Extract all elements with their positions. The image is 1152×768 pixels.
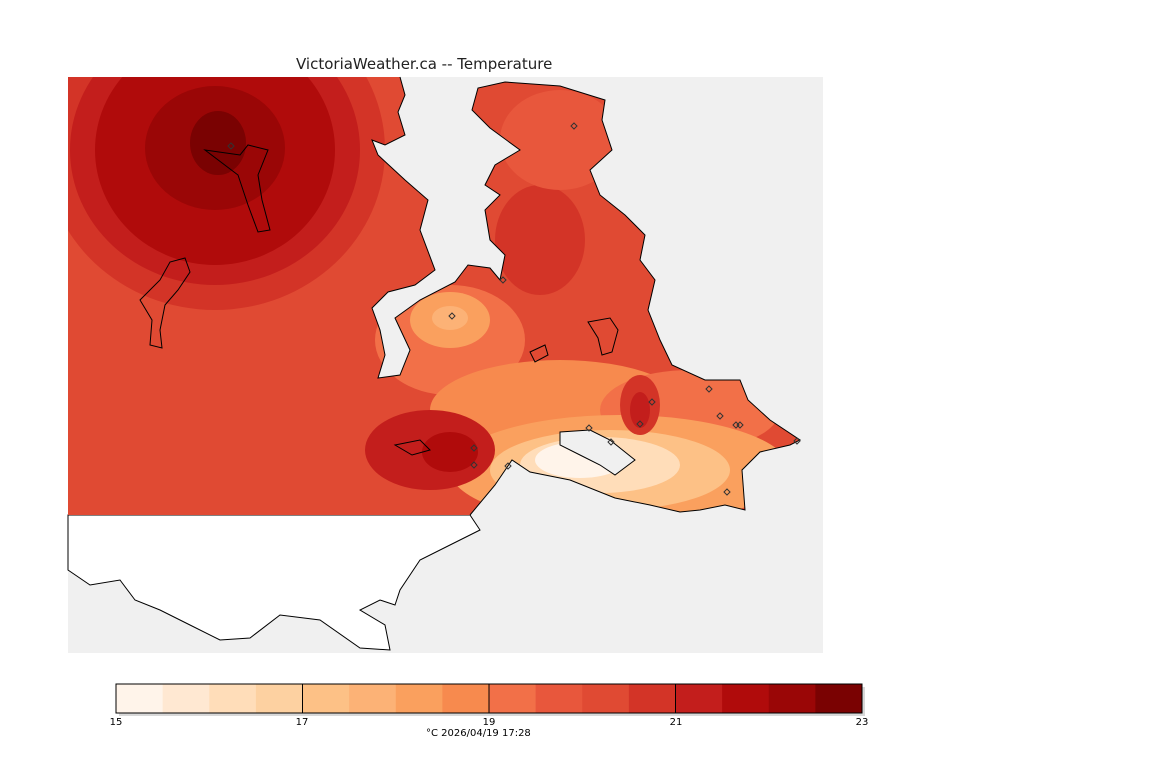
legend-swatch: [768, 684, 816, 713]
lake: [393, 439, 431, 456]
units-timestamp: °C 2026/04/19 17:28: [426, 728, 531, 739]
station-marker: [470, 444, 478, 452]
legend-swatch: [722, 684, 770, 713]
legend-swatch: [395, 684, 443, 713]
legend-swatch: [815, 684, 863, 713]
legend-swatch: [628, 684, 676, 713]
station-marker: [570, 122, 578, 130]
station-marker: [648, 398, 656, 406]
unmapped-land: [67, 514, 481, 651]
legend-tick-label: 23: [855, 717, 869, 728]
legend-swatch: [535, 684, 583, 713]
station-marker: [705, 385, 713, 393]
legend-swatch: [116, 684, 164, 713]
station-marker: [723, 488, 731, 496]
station-marker: [793, 437, 801, 445]
legend-swatch: [255, 684, 303, 713]
legend-tick-label: 21: [669, 717, 683, 728]
station-marker: [448, 312, 456, 320]
map-title: VictoriaWeather.ca -- Temperature: [296, 55, 553, 73]
legend-swatch: [675, 684, 723, 713]
legend-tick-label: 15: [109, 717, 123, 728]
station-marker: [470, 461, 478, 469]
lake: [529, 344, 549, 363]
legend-swatch: [489, 684, 537, 713]
legend-swatch: [349, 684, 397, 713]
station-marker: [585, 424, 593, 432]
legend-swatch: [442, 684, 490, 713]
station-marker: [636, 420, 644, 428]
lake: [587, 317, 619, 356]
lake: [203, 144, 271, 233]
legend-tick-label: 17: [295, 717, 309, 728]
weather-stations: [227, 122, 801, 496]
inlet: [559, 429, 636, 476]
legend-swatch: [302, 684, 350, 713]
color-legend: [115, 683, 865, 716]
legend-swatch: [209, 684, 257, 713]
station-marker: [504, 462, 512, 470]
lake: [139, 257, 191, 349]
coastline: [371, 76, 801, 516]
station-marker: [716, 412, 724, 420]
station-marker: [227, 142, 235, 150]
station-marker: [736, 421, 744, 429]
temperature-field: [68, 77, 800, 515]
station-marker: [499, 276, 507, 284]
legend-swatch: [582, 684, 630, 713]
legend-tick-label: 19: [482, 717, 496, 728]
station-marker: [607, 438, 615, 446]
legend-swatch: [162, 684, 210, 713]
